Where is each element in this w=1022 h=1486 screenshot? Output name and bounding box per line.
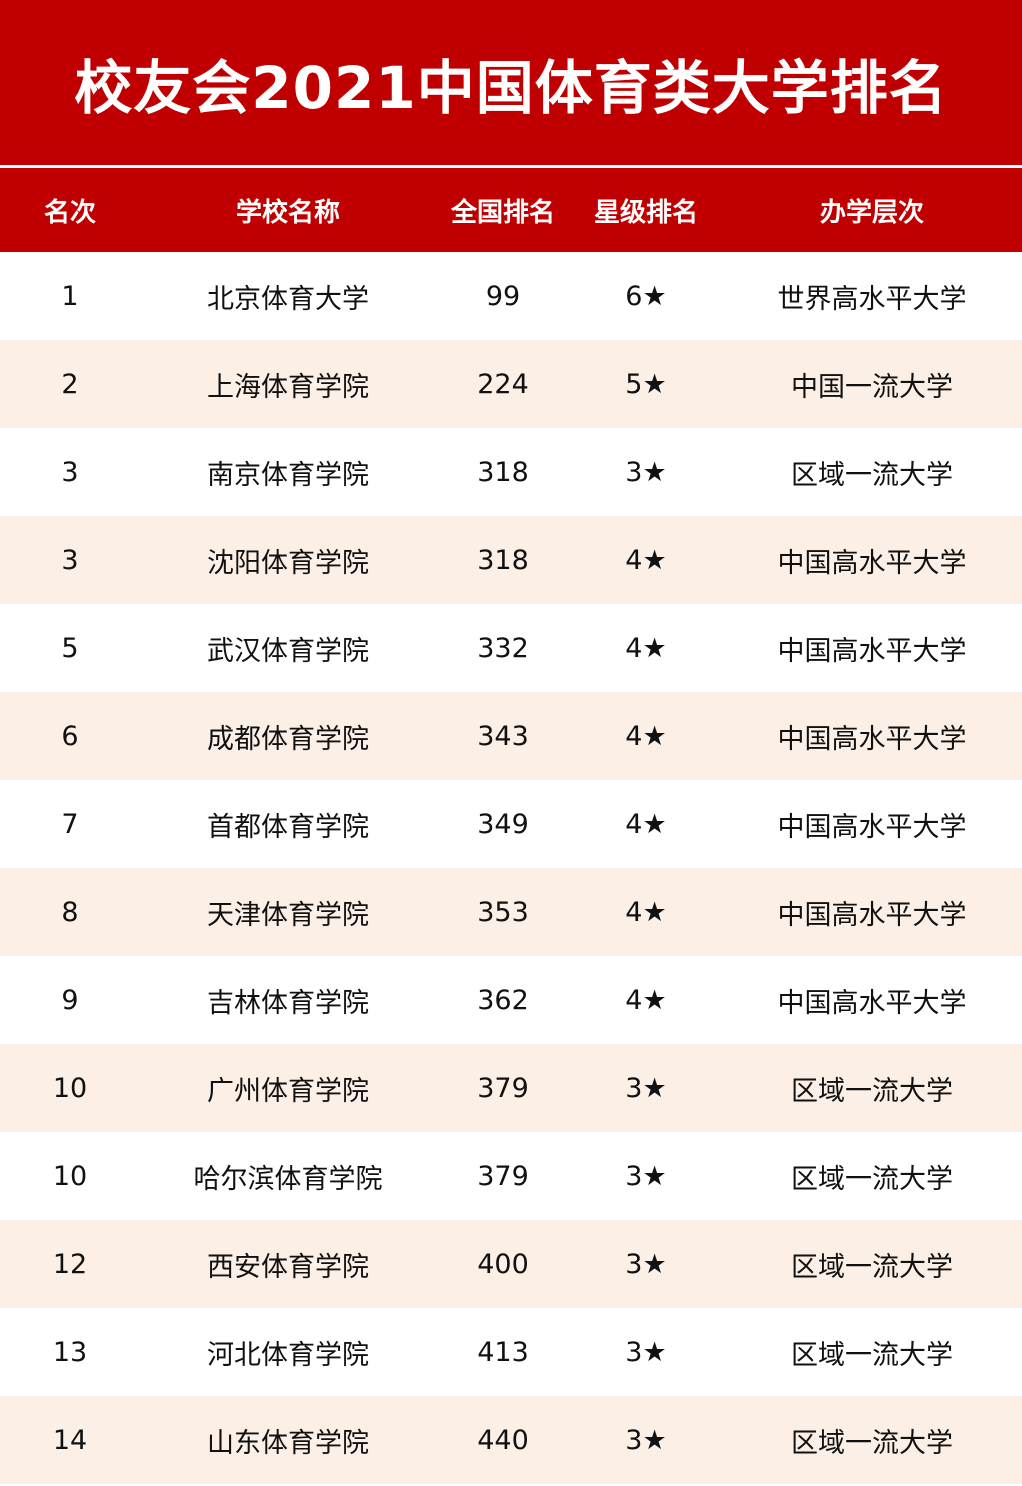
cell-national-rank: 318 — [436, 516, 570, 604]
cell-school: 天津体育学院 — [140, 868, 436, 956]
cell-rank: 13 — [52, 1336, 88, 1368]
cell-star-rank: 4★ — [625, 632, 667, 664]
cell-level: 区域一流大学 — [722, 1396, 1022, 1484]
cell-national-rank: 353 — [436, 868, 570, 956]
cell-school: 广州体育学院 — [140, 1044, 436, 1132]
table-row: 9 吉林体育学院 362 4★ 中国高水平大学 — [0, 956, 1022, 1044]
cell-national-rank: 224 — [436, 340, 570, 428]
cell-school: 西安体育学院 — [140, 1220, 436, 1308]
cell-national-rank: 332 — [477, 632, 529, 664]
cell-star-rank: 4★ — [625, 808, 667, 840]
cell-school: 首都体育学院 — [207, 811, 369, 843]
cell-star-rank: 3★ — [570, 1044, 722, 1132]
cell-rank: 2 — [0, 340, 140, 428]
cell-level: 中国高水平大学 — [777, 635, 967, 667]
cell-level: 区域一流大学 — [722, 1044, 1022, 1132]
cell-national-rank: 379 — [436, 1044, 570, 1132]
cell-star-rank: 3★ — [625, 1160, 667, 1192]
cell-level: 中国高水平大学 — [777, 811, 967, 843]
cell-school: 山东体育学院 — [140, 1396, 436, 1484]
cell-star-rank: 3★ — [570, 1220, 722, 1308]
cell-rank: 8 — [0, 868, 140, 956]
cell-school: 沈阳体育学院 — [140, 516, 436, 604]
table-row: 3 南京体育学院 318 3★ 区域一流大学 — [0, 428, 1022, 516]
divider — [0, 165, 1022, 168]
cell-school: 河北体育学院 — [207, 1339, 369, 1371]
cell-school: 成都体育学院 — [140, 692, 436, 780]
table-row: 13 河北体育学院 413 3★ 区域一流大学 — [0, 1308, 1022, 1396]
cell-school: 北京体育大学 — [207, 283, 369, 315]
cell-level: 世界高水平大学 — [777, 283, 967, 315]
header-row: 名次 学校名称 全国排名 星级排名 办学层次 — [0, 168, 1022, 252]
cell-star-rank: 5★ — [570, 340, 722, 428]
cell-rank: 10 — [52, 1160, 88, 1192]
cell-star-rank: 3★ — [570, 1396, 722, 1484]
cell-rank: 3 — [61, 456, 79, 488]
table-row: 2 上海体育学院 224 5★ 中国一流大学 — [0, 340, 1022, 428]
cell-rank: 12 — [0, 1220, 140, 1308]
table-row: 10 哈尔滨体育学院 379 3★ 区域一流大学 — [0, 1132, 1022, 1220]
cell-star-rank: 4★ — [625, 984, 667, 1016]
header-national-rank: 全国排名 — [436, 168, 570, 252]
table-row: 6 成都体育学院 343 4★ 中国高水平大学 — [0, 692, 1022, 780]
cell-star-rank: 6★ — [625, 280, 667, 312]
cell-school: 南京体育学院 — [207, 459, 369, 491]
cell-national-rank: 440 — [436, 1396, 570, 1484]
cell-rank: 10 — [0, 1044, 140, 1132]
cell-national-rank: 400 — [436, 1220, 570, 1308]
cell-national-rank: 349 — [477, 808, 529, 840]
cell-national-rank: 413 — [477, 1336, 529, 1368]
table-row: 12 西安体育学院 400 3★ 区域一流大学 — [0, 1220, 1022, 1308]
cell-star-rank: 3★ — [625, 1336, 667, 1368]
cell-level: 区域一流大学 — [722, 1220, 1022, 1308]
cell-star-rank: 4★ — [570, 692, 722, 780]
cell-school: 哈尔滨体育学院 — [193, 1163, 383, 1195]
table-row: 5 武汉体育学院 332 4★ 中国高水平大学 — [0, 604, 1022, 692]
cell-school: 上海体育学院 — [140, 340, 436, 428]
cell-level: 中国高水平大学 — [722, 516, 1022, 604]
table-row: 1 北京体育大学 99 6★ 世界高水平大学 — [0, 252, 1022, 340]
header-level: 办学层次 — [722, 168, 1022, 252]
cell-star-rank: 4★ — [570, 516, 722, 604]
header-rank: 名次 — [0, 168, 140, 252]
header-star-rank: 星级排名 — [570, 168, 722, 252]
table-row: 7 首都体育学院 349 4★ 中国高水平大学 — [0, 780, 1022, 868]
cell-rank: 7 — [61, 808, 79, 840]
cell-national-rank: 318 — [477, 456, 529, 488]
cell-star-rank: 4★ — [570, 868, 722, 956]
cell-level: 中国高水平大学 — [722, 692, 1022, 780]
cell-rank: 3 — [0, 516, 140, 604]
page-title: 校友会2021中国体育类大学排名 — [0, 0, 1022, 165]
cell-national-rank: 362 — [477, 984, 529, 1016]
cell-level: 区域一流大学 — [791, 459, 953, 491]
ranking-table: 名次 学校名称 全国排名 星级排名 办学层次 1 北京体育大学 99 6★ 世界高水平大… — [0, 168, 1022, 1484]
header-school: 学校名称 — [140, 168, 436, 252]
cell-rank: 9 — [61, 984, 79, 1016]
table-row: 8 天津体育学院 353 4★ 中国高水平大学 — [0, 868, 1022, 956]
table-row: 10 广州体育学院 379 3★ 区域一流大学 — [0, 1044, 1022, 1132]
cell-national-rank: 379 — [477, 1160, 529, 1192]
table-row: 3 沈阳体育学院 318 4★ 中国高水平大学 — [0, 516, 1022, 604]
cell-level: 中国一流大学 — [722, 340, 1022, 428]
cell-school: 吉林体育学院 — [207, 987, 369, 1019]
cell-rank: 6 — [0, 692, 140, 780]
cell-national-rank: 343 — [436, 692, 570, 780]
cell-rank: 14 — [0, 1396, 140, 1484]
cell-level: 中国高水平大学 — [777, 987, 967, 1019]
table-row: 14 山东体育学院 440 3★ 区域一流大学 — [0, 1396, 1022, 1484]
cell-level: 区域一流大学 — [791, 1339, 953, 1371]
cell-national-rank: 99 — [485, 280, 521, 312]
cell-school: 武汉体育学院 — [207, 635, 369, 667]
cell-rank: 5 — [61, 632, 79, 664]
cell-star-rank: 3★ — [625, 456, 667, 488]
cell-level: 中国高水平大学 — [722, 868, 1022, 956]
cell-level: 区域一流大学 — [791, 1163, 953, 1195]
cell-rank: 1 — [61, 280, 79, 312]
